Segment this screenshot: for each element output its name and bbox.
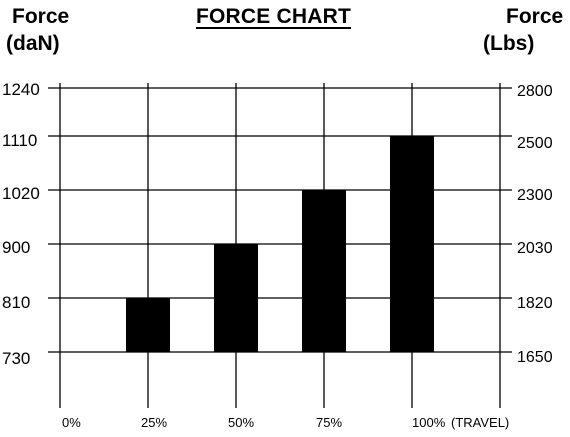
- left-tick-label: 900: [2, 238, 30, 257]
- chart-title: FORCE CHART: [196, 5, 352, 28]
- right-axis-title-line2: (Lbs): [483, 32, 535, 55]
- chart-grid: [48, 83, 512, 408]
- left-tick-label: 1240: [2, 80, 40, 99]
- left-tick-label: 810: [2, 293, 30, 312]
- right-tick-label: 2300: [517, 187, 553, 204]
- left-axis-title-line1: Force: [12, 5, 70, 28]
- left-axis-title-line2: (daN): [6, 32, 60, 55]
- x-axis-label: (TRAVEL): [451, 415, 509, 430]
- right-tick-label: 2800: [517, 83, 553, 100]
- x-tick-label: 100%: [412, 415, 446, 430]
- left-tick-label: 1020: [2, 184, 40, 203]
- x-tick-label: 50%: [228, 415, 254, 430]
- force-bar: [390, 136, 434, 352]
- right-tick-label: 1650: [517, 349, 553, 366]
- right-axis-title-line1: Force: [506, 5, 564, 28]
- right-tick-label: 2030: [517, 240, 553, 257]
- force-bar: [302, 190, 346, 352]
- left-tick-label: 1110: [2, 131, 37, 150]
- right-tick-label: 2500: [517, 135, 553, 152]
- chart-tick-labels: 1240 1110 1020 900 810 730 2800 2500 2300 2030 182…: [2, 80, 553, 430]
- x-tick-label: 0%: [62, 415, 81, 430]
- x-tick-label: 75%: [316, 415, 342, 430]
- left-tick-label: 730: [2, 349, 30, 368]
- force-bar: [214, 244, 258, 352]
- force-bar: [126, 298, 170, 352]
- chart-bars: [126, 136, 434, 352]
- x-tick-label: 25%: [141, 415, 167, 430]
- right-tick-label: 1820: [517, 295, 553, 312]
